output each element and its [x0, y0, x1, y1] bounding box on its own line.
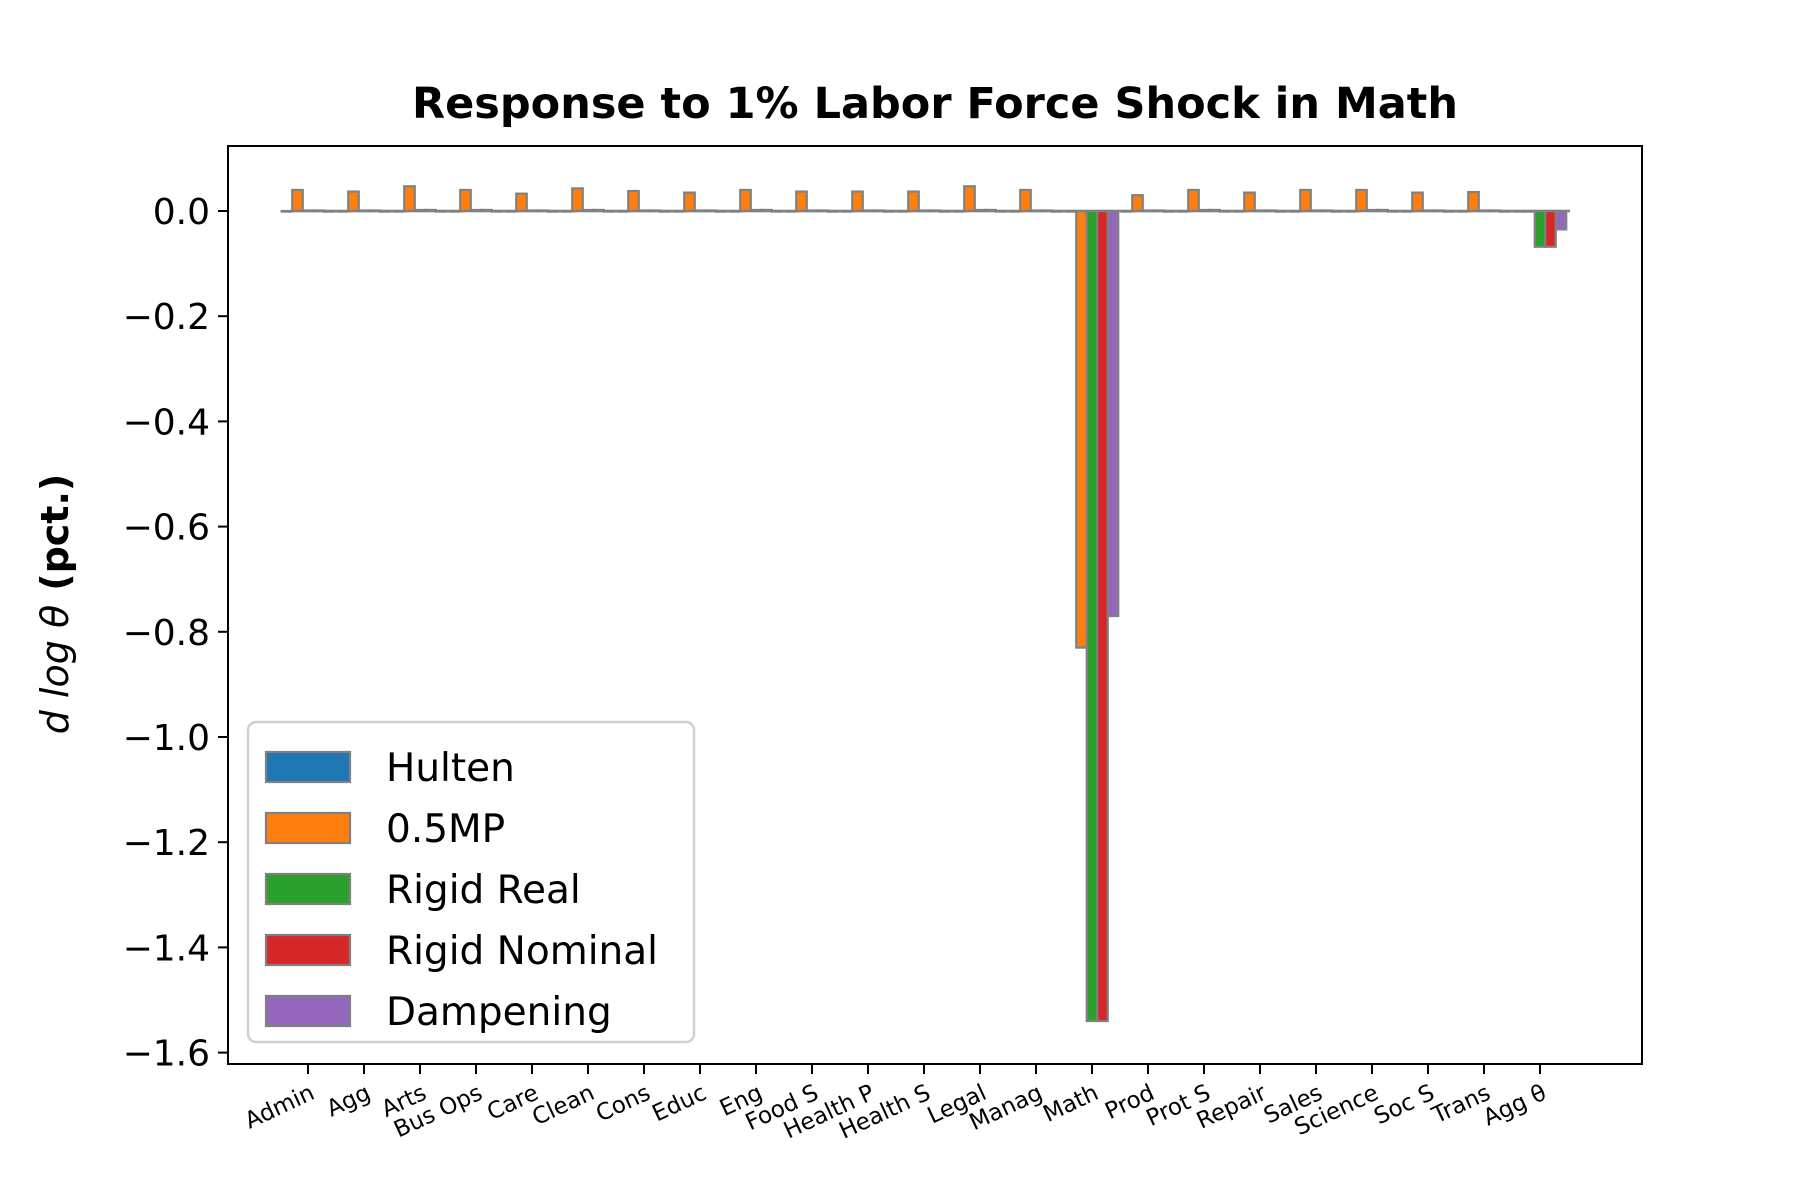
bar [347, 190, 360, 213]
bar [459, 188, 472, 213]
x-tick-label: Math [1039, 1080, 1102, 1128]
bars-layer [280, 185, 1570, 1023]
bar [851, 190, 864, 213]
series-0-5mp [291, 185, 1536, 649]
x-tick-label: Agg [323, 1080, 375, 1123]
y-tick-label: −1.4 [123, 928, 210, 969]
y-tick-label: −0.8 [123, 613, 210, 654]
y-tick-label: −0.6 [123, 508, 210, 549]
bar [515, 192, 528, 213]
legend-label: Rigid Real [386, 868, 581, 913]
bar [1411, 191, 1424, 213]
bar [403, 185, 416, 213]
bar [1544, 209, 1557, 248]
legend-swatch [264, 994, 352, 1028]
y-tick-label: −0.2 [123, 297, 210, 338]
y-tick-label: −1.0 [123, 718, 210, 759]
plot-frame [227, 145, 1643, 1065]
legend-label: Rigid Nominal [386, 929, 658, 974]
bar [1075, 209, 1088, 649]
legend: Hulten 0.5MP Rigid Real Rigid Nominal Dampen… [246, 720, 696, 1044]
legend-label: Dampening [386, 990, 612, 1035]
bar [1096, 209, 1109, 1023]
y-tick-label: −1.6 [123, 1034, 210, 1075]
bar [795, 190, 808, 213]
chart-title: Response to 1% Labor Force Shock in Math [412, 79, 1458, 129]
legend-swatch [264, 872, 352, 906]
bar [683, 191, 696, 213]
legend-label: 0.5MP [386, 807, 505, 852]
bar [1355, 188, 1368, 213]
legend-swatch [264, 933, 352, 967]
bar [1554, 209, 1568, 231]
x-tick-label: Cons [592, 1080, 654, 1128]
legend-swatch [264, 750, 352, 784]
bar [1106, 209, 1120, 618]
bar [1187, 188, 1200, 213]
bar [1131, 194, 1144, 213]
bar [1299, 188, 1312, 213]
x-tick-label: Educ [648, 1080, 710, 1127]
bar [963, 185, 976, 213]
legend-swatch [264, 811, 352, 845]
y-axis-label-math: d log θ [33, 605, 77, 734]
y-axis-label: d log θ (pct.) [33, 474, 77, 735]
bar [627, 189, 640, 213]
bar [1019, 188, 1032, 213]
x-tick-label: Admin [241, 1080, 318, 1135]
bar [1467, 190, 1480, 213]
bar [1533, 209, 1547, 248]
y-axis: 0.0 −0.2 −0.4 −0.6 −0.8 −1.0 −1.2 −1.4 −1.6 [123, 192, 228, 1075]
legend-box [246, 720, 696, 1044]
x-tick-label: Clean [528, 1080, 598, 1131]
bar [1085, 209, 1099, 1023]
series-dampening [322, 209, 1568, 618]
bar [1243, 191, 1256, 213]
bar [571, 187, 584, 213]
bar [291, 188, 304, 213]
bar [739, 188, 752, 213]
bar [907, 190, 920, 213]
y-axis-label-unit: (pct.) [33, 474, 77, 591]
x-tick-label: Agg θ [1479, 1080, 1550, 1132]
y-tick-label: −0.4 [123, 402, 210, 443]
y-tick-label: −1.2 [123, 823, 210, 864]
y-tick-label: 0.0 [153, 192, 210, 233]
legend-label: Hulten [386, 746, 515, 791]
